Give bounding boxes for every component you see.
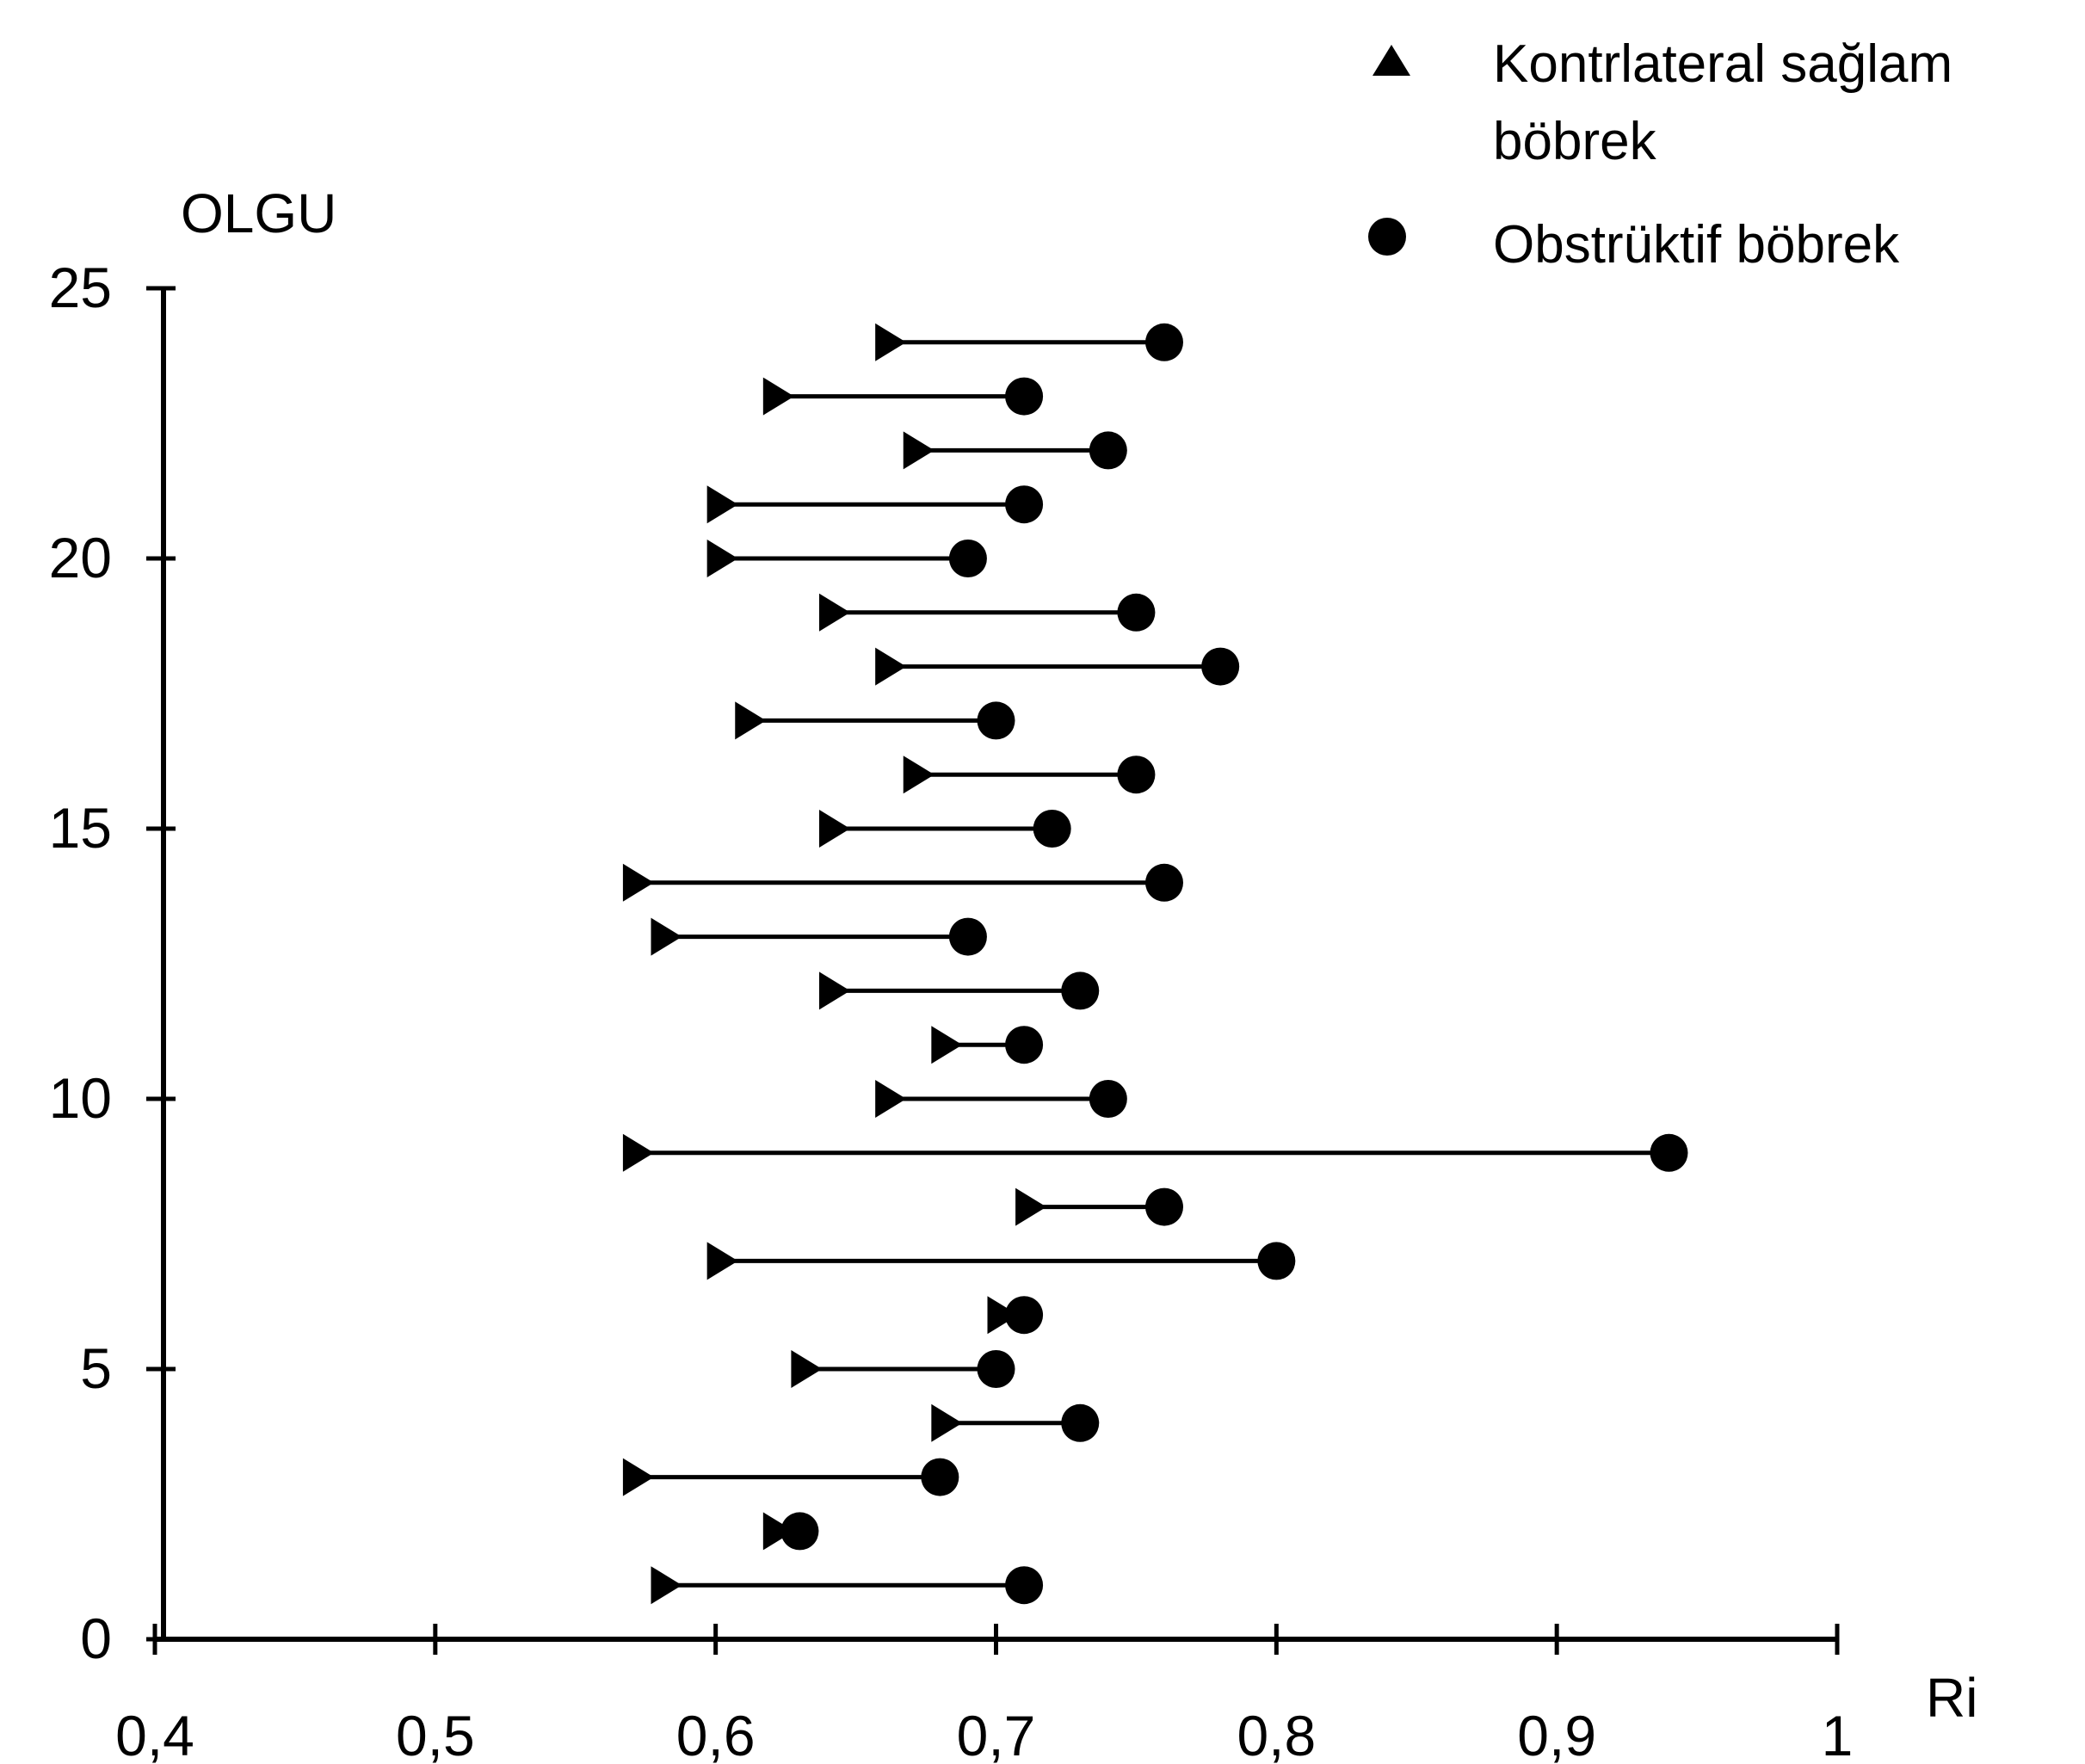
chart-marks xyxy=(622,323,1688,1605)
x-tick-label: 0,4 xyxy=(115,1704,194,1764)
legend: Kontrlateral sağlam böbrek Obstrüktif bö… xyxy=(1368,34,1952,274)
contralateral-marker xyxy=(875,647,907,686)
obstructive-marker xyxy=(1005,1566,1044,1605)
contralateral-marker xyxy=(651,1566,682,1605)
obstructive-marker xyxy=(1117,756,1156,794)
y-tick-label: 5 xyxy=(80,1336,112,1400)
obstructive-marker xyxy=(1145,863,1183,902)
contralateral-marker xyxy=(875,323,907,361)
contralateral-marker xyxy=(819,593,850,632)
legend-triangle-marker xyxy=(1373,45,1410,76)
obstructive-marker xyxy=(1257,1242,1296,1280)
contralateral-marker xyxy=(706,485,738,524)
x-tick-label: 1 xyxy=(1822,1704,1854,1764)
y-tick-label: 25 xyxy=(49,256,112,319)
x-axis-label: Ri xyxy=(1926,1667,1977,1729)
obstructive-marker xyxy=(1033,810,1071,848)
obstructive-marker xyxy=(948,917,987,956)
obstructive-marker xyxy=(977,1350,1015,1388)
obstructive-marker xyxy=(1005,1296,1044,1335)
obstructive-marker xyxy=(948,540,987,577)
contralateral-marker xyxy=(903,756,935,794)
contralateral-marker xyxy=(791,1350,823,1388)
obstructive-marker xyxy=(1201,647,1240,686)
contralateral-marker xyxy=(762,377,794,416)
y-tick-label: 15 xyxy=(49,796,112,860)
legend-label-contralateral-line2: böbrek xyxy=(1493,112,1657,171)
obstructive-marker xyxy=(780,1512,819,1551)
y-tick-label: 0 xyxy=(80,1607,112,1670)
obstructive-marker xyxy=(1061,971,1100,1010)
obstructive-marker xyxy=(1145,1187,1183,1226)
x-tick-label: 0,5 xyxy=(396,1704,475,1764)
y-tick-label: 10 xyxy=(49,1066,112,1130)
obstructive-marker xyxy=(1089,1080,1127,1118)
obstructive-marker xyxy=(1005,485,1044,524)
contralateral-marker xyxy=(931,1403,963,1442)
x-tick-label: 0,7 xyxy=(957,1704,1036,1764)
legend-circle-marker xyxy=(1368,218,1406,256)
x-tick-label: 0,8 xyxy=(1237,1704,1316,1764)
contralateral-marker xyxy=(706,540,738,577)
legend-label-contralateral-line1: Kontrlateral sağlam xyxy=(1493,34,1952,94)
legend-label-obstructive: Obstrüktif böbrek xyxy=(1493,215,1900,274)
contralateral-marker xyxy=(651,917,682,956)
obstructive-marker xyxy=(1005,1026,1044,1064)
contralateral-marker xyxy=(987,1296,1019,1335)
obstructive-marker xyxy=(1089,431,1127,470)
obstructive-marker xyxy=(1117,593,1156,632)
x-tick-label: 0,6 xyxy=(676,1704,756,1764)
contralateral-marker xyxy=(819,810,850,848)
contralateral-marker xyxy=(931,1026,963,1064)
contralateral-marker xyxy=(762,1512,794,1551)
contralateral-marker xyxy=(622,1458,654,1496)
y-tick-label: 20 xyxy=(49,526,112,589)
contralateral-marker xyxy=(1015,1187,1047,1226)
contralateral-marker xyxy=(819,971,850,1010)
contralateral-marker xyxy=(622,1133,654,1172)
x-tick-label: 0,9 xyxy=(1517,1704,1596,1764)
obstructive-marker xyxy=(1005,377,1044,416)
y-axis-label: OLGU xyxy=(181,182,336,244)
obstructive-marker xyxy=(921,1458,959,1496)
obstructive-marker xyxy=(1145,323,1183,361)
contralateral-marker xyxy=(735,701,767,740)
obstructive-marker xyxy=(977,701,1015,740)
contralateral-marker xyxy=(622,863,654,902)
contralateral-marker xyxy=(706,1242,738,1280)
contralateral-marker xyxy=(903,431,935,470)
obstructive-marker xyxy=(1650,1133,1688,1172)
obstructive-marker xyxy=(1061,1403,1100,1442)
contralateral-marker xyxy=(875,1080,907,1118)
